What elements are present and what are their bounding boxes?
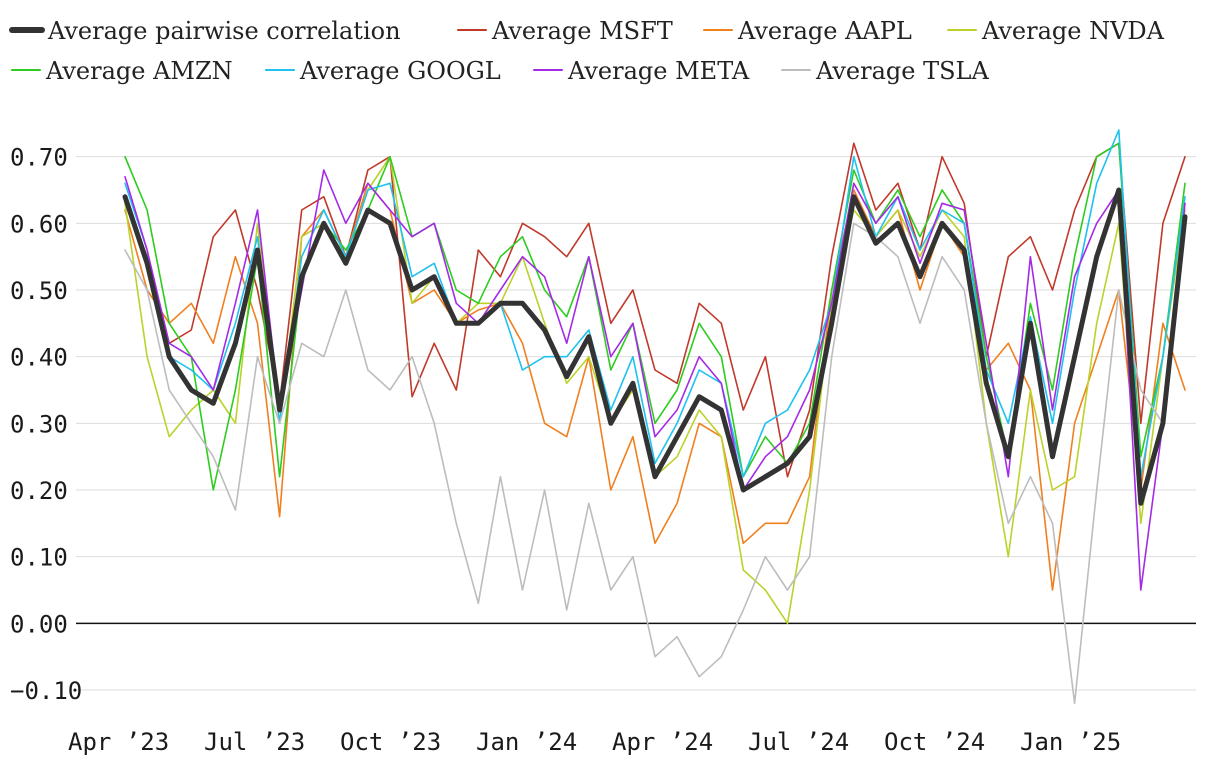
x-tick-label: Oct ’24 (884, 728, 985, 756)
legend-item: Average pairwise correlation (9, 17, 401, 45)
y-tick-label: 0.60 (10, 210, 68, 238)
x-tick-label: Jan ’25 (1020, 728, 1121, 756)
legend-item: Average AAPL (703, 17, 912, 45)
legend: Average pairwise correlation Average MSFT… (9, 17, 1165, 85)
x-tick-label: Jul ’24 (748, 728, 849, 756)
x-axis: Apr ’23 Jul ’23 Oct ’23 Jan ’24 Apr ’24 Jul ’… (68, 728, 1121, 756)
series-line-msft (124, 142, 1186, 478)
series-line-pairwise-correlation (122, 187, 1188, 506)
legend-label: Average AAPL (737, 17, 912, 45)
y-tick-label: 0.30 (10, 410, 68, 438)
legend-label: Average AMZN (45, 57, 233, 85)
x-tick-label: Apr ’23 (68, 728, 169, 756)
series-line-googl (124, 129, 1186, 478)
legend-label: Average MSFT (491, 17, 673, 45)
y-tick-label: −0.10 (10, 677, 82, 705)
legend-item: Average MSFT (457, 17, 673, 45)
y-tick-label: 0.20 (10, 477, 68, 505)
x-tick-label: Apr ’24 (612, 728, 713, 756)
x-tick-label: Jan ’24 (476, 728, 577, 756)
legend-label: Average pairwise correlation (47, 17, 401, 45)
legend-item: Average NVDA (947, 17, 1165, 45)
legend-label: Average GOOGL (299, 57, 501, 85)
grid (76, 156, 1196, 691)
series-group (122, 129, 1188, 705)
x-tick-label: Oct ’23 (340, 728, 441, 756)
legend-label: Average NVDA (981, 17, 1165, 45)
legend-item: Average AMZN (11, 57, 233, 85)
legend-item: Average META (533, 57, 750, 85)
y-tick-label: 0.40 (10, 344, 68, 372)
y-tick-label: 0.70 (10, 144, 68, 172)
y-tick-label: 0.50 (10, 277, 68, 305)
y-tick-label: 0.10 (10, 544, 68, 572)
y-tick-label: 0.00 (10, 610, 68, 638)
legend-item: Average TSLA (781, 57, 989, 85)
legend-label: Average META (567, 57, 750, 85)
legend-item: Average GOOGL (265, 57, 501, 85)
series-line-amzn (124, 142, 1186, 491)
legend-label: Average TSLA (815, 57, 989, 85)
series-line-tsla (124, 222, 1186, 705)
y-axis: 0.70 0.60 0.50 0.40 0.30 0.20 0.10 0.00 −0.10 (10, 144, 82, 705)
x-tick-label: Jul ’23 (204, 728, 305, 756)
